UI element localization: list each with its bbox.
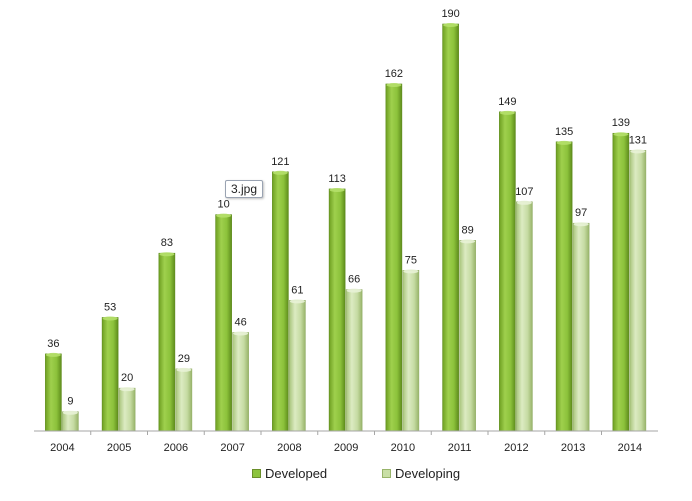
bar-cap-developing bbox=[62, 410, 78, 415]
bar-cap-developed bbox=[272, 170, 288, 175]
bar-developing bbox=[289, 300, 306, 432]
bar-cap-developed bbox=[329, 187, 345, 192]
data-label-developed: 139 bbox=[612, 117, 630, 129]
data-label-developing: 9 bbox=[67, 396, 73, 408]
legend-label-developed: Developed bbox=[265, 466, 328, 481]
data-label-developed: 83 bbox=[161, 237, 173, 249]
bar-cap-developed bbox=[102, 316, 118, 321]
x-tick-label: 2014 bbox=[618, 442, 642, 454]
data-label-developed: 10 bbox=[218, 199, 230, 211]
bar-developing bbox=[232, 332, 249, 432]
x-tick-label: 2011 bbox=[448, 442, 472, 454]
legend-item-developing: Developing bbox=[382, 466, 460, 481]
legend-swatch-developed bbox=[252, 469, 261, 478]
data-label-developing: 107 bbox=[515, 186, 533, 198]
bar-developed bbox=[215, 214, 232, 432]
bar-cap-developing bbox=[176, 367, 192, 372]
data-label-developed: 135 bbox=[555, 126, 573, 138]
x-tick-label: 2010 bbox=[391, 442, 415, 454]
data-label-developed: 121 bbox=[271, 156, 289, 168]
data-label-developing: 131 bbox=[629, 134, 647, 146]
data-label-developed: 113 bbox=[328, 173, 346, 185]
x-tick-label: 2008 bbox=[277, 442, 301, 454]
x-tick-label: 2005 bbox=[107, 442, 131, 454]
bar-developed bbox=[555, 141, 573, 432]
data-label-developed: 36 bbox=[47, 338, 59, 350]
legend-swatch-developing bbox=[382, 469, 391, 478]
bar-developing bbox=[402, 270, 420, 432]
x-tick-label: 2009 bbox=[334, 442, 358, 454]
bar-cap-developed bbox=[556, 140, 572, 145]
x-tick-label: 2013 bbox=[561, 442, 585, 454]
bar-cap-developed bbox=[216, 213, 232, 218]
bar-developing bbox=[345, 289, 363, 432]
chart-legend: Developed Developing bbox=[0, 466, 692, 486]
data-label-developed: 190 bbox=[441, 8, 459, 20]
bar-developed bbox=[499, 111, 516, 432]
data-label-developed: 53 bbox=[104, 301, 116, 313]
bar-cap-developed bbox=[386, 82, 402, 87]
bar-cap-developing bbox=[573, 222, 589, 227]
bar-cap-developing bbox=[630, 149, 646, 154]
bar-developed bbox=[101, 317, 119, 432]
bar-cap-developing bbox=[346, 288, 362, 293]
bar-developing bbox=[516, 201, 533, 432]
x-tick-label: 2004 bbox=[50, 442, 74, 454]
legend-label-developing: Developing bbox=[395, 466, 461, 481]
bar-developed bbox=[272, 171, 289, 432]
x-tick-label: 2012 bbox=[504, 442, 528, 454]
data-label-developing: 97 bbox=[575, 207, 587, 219]
data-label-developing: 20 bbox=[121, 372, 133, 384]
data-label-developed: 149 bbox=[498, 96, 516, 108]
data-label-developing: 46 bbox=[235, 316, 247, 328]
bar-cap-developing bbox=[233, 331, 249, 336]
bar-cap-developing bbox=[516, 200, 532, 205]
x-tick-label: 2007 bbox=[220, 442, 244, 454]
data-label-developing: 29 bbox=[178, 353, 190, 365]
bar-cap-developing bbox=[403, 269, 419, 274]
data-label-developing: 89 bbox=[462, 224, 474, 236]
bar-cap-developed bbox=[159, 252, 175, 257]
bar-developing bbox=[459, 240, 476, 432]
bar-developed bbox=[328, 188, 346, 432]
bar-developed bbox=[612, 132, 630, 432]
data-label-developing: 75 bbox=[405, 254, 417, 266]
bar-developing bbox=[629, 150, 647, 432]
bar-developing bbox=[572, 222, 590, 432]
bar-developed bbox=[45, 353, 62, 432]
bar-developing bbox=[118, 387, 136, 432]
file-tooltip: 3.jpg bbox=[225, 180, 264, 198]
bar-developing bbox=[175, 368, 193, 432]
bar-cap-developing bbox=[119, 387, 135, 392]
bar-developed bbox=[385, 83, 403, 432]
bar-cap-developed bbox=[45, 352, 61, 357]
legend-item-developed: Developed bbox=[252, 466, 327, 481]
x-tick-label: 2006 bbox=[164, 442, 188, 454]
bar-cap-developing bbox=[289, 299, 305, 304]
bar-cap-developed bbox=[499, 110, 515, 115]
bar-developed bbox=[442, 23, 459, 432]
tooltip-text: 3.jpg bbox=[231, 182, 258, 196]
data-label-developed: 162 bbox=[385, 68, 403, 80]
bar-developed bbox=[158, 252, 176, 432]
data-label-developing: 61 bbox=[291, 284, 303, 296]
bar-cap-developing bbox=[460, 239, 476, 244]
bar-cap-developed bbox=[613, 132, 629, 137]
bar-cap-developed bbox=[443, 23, 459, 27]
data-label-developing: 66 bbox=[348, 274, 360, 286]
